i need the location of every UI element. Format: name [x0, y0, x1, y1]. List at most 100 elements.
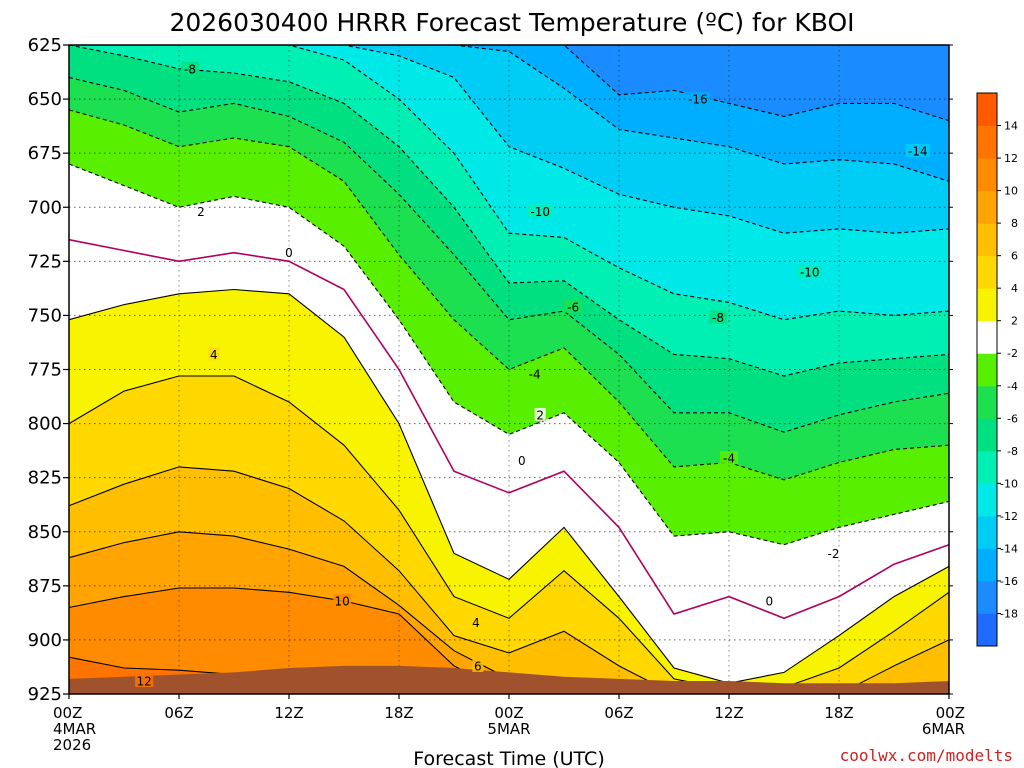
isotherm-2 — [68, 288, 950, 684]
colorbar-label--6: -6 — [1007, 412, 1018, 425]
colorbar-label--10: -10 — [1000, 477, 1018, 490]
colorbar-label--8: -8 — [1007, 445, 1018, 458]
colorbar-swatch-5 — [977, 450, 997, 484]
contour-label-bg-16 — [763, 593, 775, 607]
y-tick-label-650: 650 — [28, 89, 62, 110]
terrain-surface — [69, 665, 949, 694]
x-axis-label: Forecast Time (UTC) — [413, 748, 604, 768]
contour-label-10: 10 — [335, 594, 350, 608]
contour-label-bg-1 — [685, 92, 711, 106]
contour-label-4: 4 — [210, 348, 218, 362]
isotherm--2 — [68, 163, 950, 546]
contour-label-2: 2 — [197, 205, 205, 219]
colorbar-swatch-0 — [977, 613, 997, 647]
contour-label--10: -10 — [530, 205, 550, 219]
contour-label-bg-7 — [564, 299, 583, 313]
contour-label-bg-15 — [333, 593, 352, 607]
contour-label--2: -2 — [828, 547, 840, 561]
contour-label-0: 0 — [518, 454, 526, 468]
isotherm--4 — [68, 109, 950, 481]
x-tick-label-7-line1: 18Z — [824, 704, 853, 722]
x-tick-label-0-line1: 00Z — [53, 704, 82, 722]
colorbar-swatch-3 — [977, 515, 997, 549]
colorbar-label-10: 10 — [1004, 185, 1018, 198]
colorbar-swatch-9 — [977, 320, 997, 354]
contour-label-bg-10 — [525, 366, 544, 380]
contour-label--8: -8 — [184, 62, 196, 76]
contour-label-bg-2 — [905, 144, 931, 158]
contour-label-2: 2 — [536, 408, 544, 422]
contour-label-bg-14 — [824, 546, 843, 560]
contour-label-bg-4 — [527, 204, 553, 218]
colorbar-label--12: -12 — [1000, 510, 1018, 523]
source-credit: coolwx.com/modelts — [840, 746, 1013, 765]
y-tick-label-900: 900 — [28, 630, 62, 651]
chart-title: 2026030400 HRRR Forecast Temperature (ºC… — [169, 8, 854, 37]
colorbar-swatch-4 — [977, 483, 997, 517]
contour-label--14: -14 — [908, 145, 928, 159]
x-tick-label-8-line1: 00Z — [936, 704, 965, 722]
y-tick-label-750: 750 — [28, 305, 62, 326]
colorbar-swatch-7 — [977, 385, 997, 419]
y-tick-label-925: 925 — [28, 684, 62, 705]
x-tick-label-3-line1: 18Z — [384, 704, 413, 722]
x-tick-label-6-line1: 12Z — [714, 704, 743, 722]
contour-label-bg-19 — [135, 674, 154, 688]
y-tick-label-800: 800 — [28, 414, 62, 435]
contour-label-12: 12 — [137, 675, 152, 689]
y-tick-label-675: 675 — [28, 143, 62, 164]
colorbar-swatch-16 — [977, 93, 997, 127]
isotherm--16 — [69, 44, 950, 122]
colorbar-swatch-6 — [977, 418, 997, 452]
colorbar-swatch-1 — [977, 580, 997, 614]
colorbar-label--2: -2 — [1007, 347, 1018, 360]
y-tick-label-625: 625 — [28, 35, 62, 56]
colorbar-label--14: -14 — [1000, 542, 1018, 555]
colorbar-swatch-15 — [977, 125, 997, 159]
y-tick-label-850: 850 — [28, 522, 62, 543]
isotherm--10 — [69, 44, 950, 321]
isotherm-4 — [68, 375, 950, 691]
x-tick-label-4-line1: 00Z — [494, 704, 523, 722]
axes: 6256506757007257507758008258508759009250… — [28, 35, 965, 754]
contour-label-6: 6 — [474, 659, 482, 673]
colorbar-swatch-2 — [977, 548, 997, 582]
colorbar-label-14: 14 — [1004, 120, 1018, 133]
colorbar-label-2: 2 — [1011, 315, 1018, 328]
contour-label-0: 0 — [285, 246, 293, 260]
contour-label--8: -8 — [712, 311, 724, 325]
contour-label-bg-13 — [720, 451, 738, 465]
x-tick-label-1-line1: 06Z — [164, 704, 193, 722]
contour-label-bg-3 — [195, 204, 207, 218]
colorbar-label-8: 8 — [1011, 217, 1018, 230]
contour-label-bg-5 — [283, 245, 295, 259]
band-above-10 — [69, 588, 949, 694]
contour-label-bg-11 — [534, 407, 546, 421]
isotherm--12 — [69, 44, 950, 234]
colorbar: -18 -16 -14 -12 -10 -8 -6 -4 -2 2 4 6 8 10 12 14 — [976, 92, 1018, 647]
colorbar-swatch-14 — [977, 158, 997, 192]
contour-label-bg-17 — [470, 615, 482, 629]
isotherm--6 — [68, 76, 950, 433]
colorbar-swatch-10 — [977, 288, 997, 322]
contour-label--16: -16 — [688, 93, 708, 107]
contour-label-bg-0 — [181, 61, 199, 75]
contour-label-bg-12 — [516, 453, 528, 467]
contour-label--10: -10 — [800, 266, 820, 280]
y-tick-label-725: 725 — [28, 251, 62, 272]
isotherm-0 — [68, 238, 950, 620]
x-tick-label-0-line2: 4MAR — [53, 720, 96, 738]
contour-label-0: 0 — [766, 594, 774, 608]
terrain — [69, 665, 949, 694]
contour-label--4: -4 — [723, 452, 735, 466]
colorbar-label--4: -4 — [1007, 380, 1018, 393]
y-tick-label-825: 825 — [28, 468, 62, 489]
colorbar-swatch-8 — [977, 353, 997, 387]
colorbar-frame — [976, 92, 998, 647]
colorbar-label-6: 6 — [1011, 250, 1018, 263]
isotherm--8 — [68, 44, 950, 377]
y-tick-label-700: 700 — [28, 197, 62, 218]
contour-labels: -8 -16 -14 2 -10 0 -10 -6 -8 4 -4 2 0 -4 -2 10 0 4 6 12 — [135, 61, 931, 689]
contour-label-bg-18 — [472, 658, 484, 672]
